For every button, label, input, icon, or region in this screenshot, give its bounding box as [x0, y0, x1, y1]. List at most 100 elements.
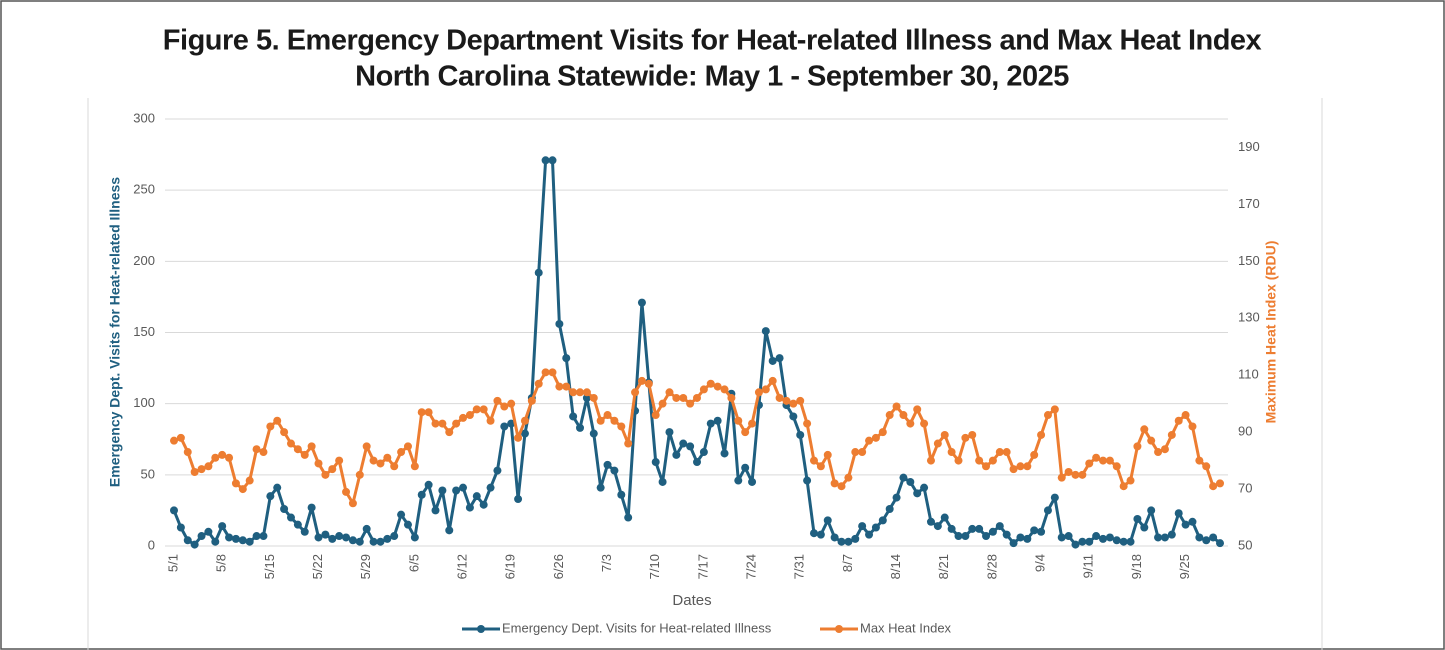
data-point — [576, 388, 585, 397]
data-point — [906, 477, 915, 486]
data-point — [1126, 537, 1135, 546]
data-point — [328, 465, 337, 474]
data-point — [617, 490, 626, 499]
data-point — [576, 423, 585, 432]
data-point — [1037, 527, 1046, 536]
y-axis-title: Emergency Dept. Visits for Heat-related … — [107, 177, 123, 487]
data-point — [190, 467, 199, 476]
data-point — [1195, 456, 1204, 465]
data-point — [410, 533, 419, 542]
data-point — [431, 506, 440, 515]
data-point — [507, 399, 516, 408]
y2-tick-label: 50 — [1238, 537, 1252, 552]
data-point — [500, 402, 509, 411]
data-point — [871, 523, 880, 532]
data-point — [424, 480, 433, 489]
data-point — [789, 399, 798, 408]
data-point — [768, 376, 777, 385]
data-point — [713, 416, 722, 425]
data-point — [383, 534, 392, 543]
data-point — [197, 532, 206, 541]
data-point — [658, 399, 667, 408]
data-point — [947, 524, 956, 533]
data-point — [899, 411, 908, 420]
data-point — [252, 532, 261, 541]
data-point — [624, 513, 633, 522]
data-point — [637, 376, 646, 385]
data-point — [245, 476, 254, 485]
data-point — [176, 523, 185, 532]
data-point — [245, 537, 254, 546]
data-point — [603, 411, 612, 420]
data-point — [514, 433, 523, 442]
data-point — [610, 416, 619, 425]
data-point — [293, 445, 302, 454]
data-point — [1188, 422, 1197, 431]
data-point — [1085, 537, 1094, 546]
data-point — [644, 379, 653, 388]
data-point — [865, 530, 874, 539]
data-point — [183, 448, 192, 457]
data-point — [754, 388, 763, 397]
x-axis-title: Dates — [672, 592, 711, 609]
data-point — [796, 396, 805, 405]
data-point — [995, 522, 1004, 531]
data-point — [1167, 530, 1176, 539]
x-tick-label: 6/12 — [454, 554, 469, 579]
data-point — [858, 522, 867, 531]
data-point — [926, 517, 935, 526]
data-point — [995, 448, 1004, 457]
data-point — [500, 422, 509, 431]
data-point — [1105, 456, 1114, 465]
x-tick-label: 7/24 — [743, 554, 758, 579]
data-point — [706, 419, 715, 428]
data-point — [589, 429, 598, 438]
data-point — [713, 382, 722, 391]
data-point — [486, 416, 495, 425]
data-point — [844, 473, 853, 482]
data-point — [218, 522, 227, 531]
data-point — [1216, 479, 1224, 488]
data-point — [1174, 416, 1183, 425]
data-point — [369, 537, 378, 546]
x-tick-label: 8/14 — [888, 554, 903, 579]
data-point — [968, 430, 977, 439]
data-point — [789, 412, 798, 421]
data-point — [1071, 540, 1080, 549]
data-point — [596, 483, 605, 492]
data-point — [1002, 448, 1011, 457]
data-point — [816, 462, 825, 471]
data-point — [190, 540, 199, 549]
data-point — [803, 476, 812, 485]
data-point — [878, 428, 887, 437]
data-point — [596, 416, 605, 425]
data-point — [1078, 470, 1087, 479]
data-point — [1057, 473, 1066, 482]
x-tick-label: 5/29 — [358, 554, 373, 579]
data-point — [438, 419, 447, 428]
data-point — [1160, 445, 1169, 454]
data-point — [1016, 533, 1025, 542]
data-point — [748, 419, 757, 428]
data-point — [280, 428, 289, 437]
data-point — [720, 385, 729, 394]
data-point — [582, 393, 591, 402]
data-point — [479, 405, 488, 414]
data-point — [796, 430, 805, 439]
legend-label: Max Heat Index — [860, 620, 952, 635]
data-point — [355, 470, 364, 479]
data-point — [1023, 462, 1032, 471]
data-point — [445, 526, 454, 535]
y2-tick-label: 90 — [1238, 424, 1252, 439]
data-point — [534, 268, 543, 277]
data-point — [892, 493, 901, 502]
series-line — [172, 158, 1221, 547]
y-tick-label: 200 — [133, 253, 155, 268]
data-point — [300, 527, 309, 536]
x-tick-label: 5/22 — [310, 554, 325, 579]
data-point — [1092, 453, 1101, 462]
data-point — [830, 533, 839, 542]
data-point — [734, 416, 743, 425]
data-point — [1037, 430, 1046, 439]
data-point — [286, 513, 295, 522]
